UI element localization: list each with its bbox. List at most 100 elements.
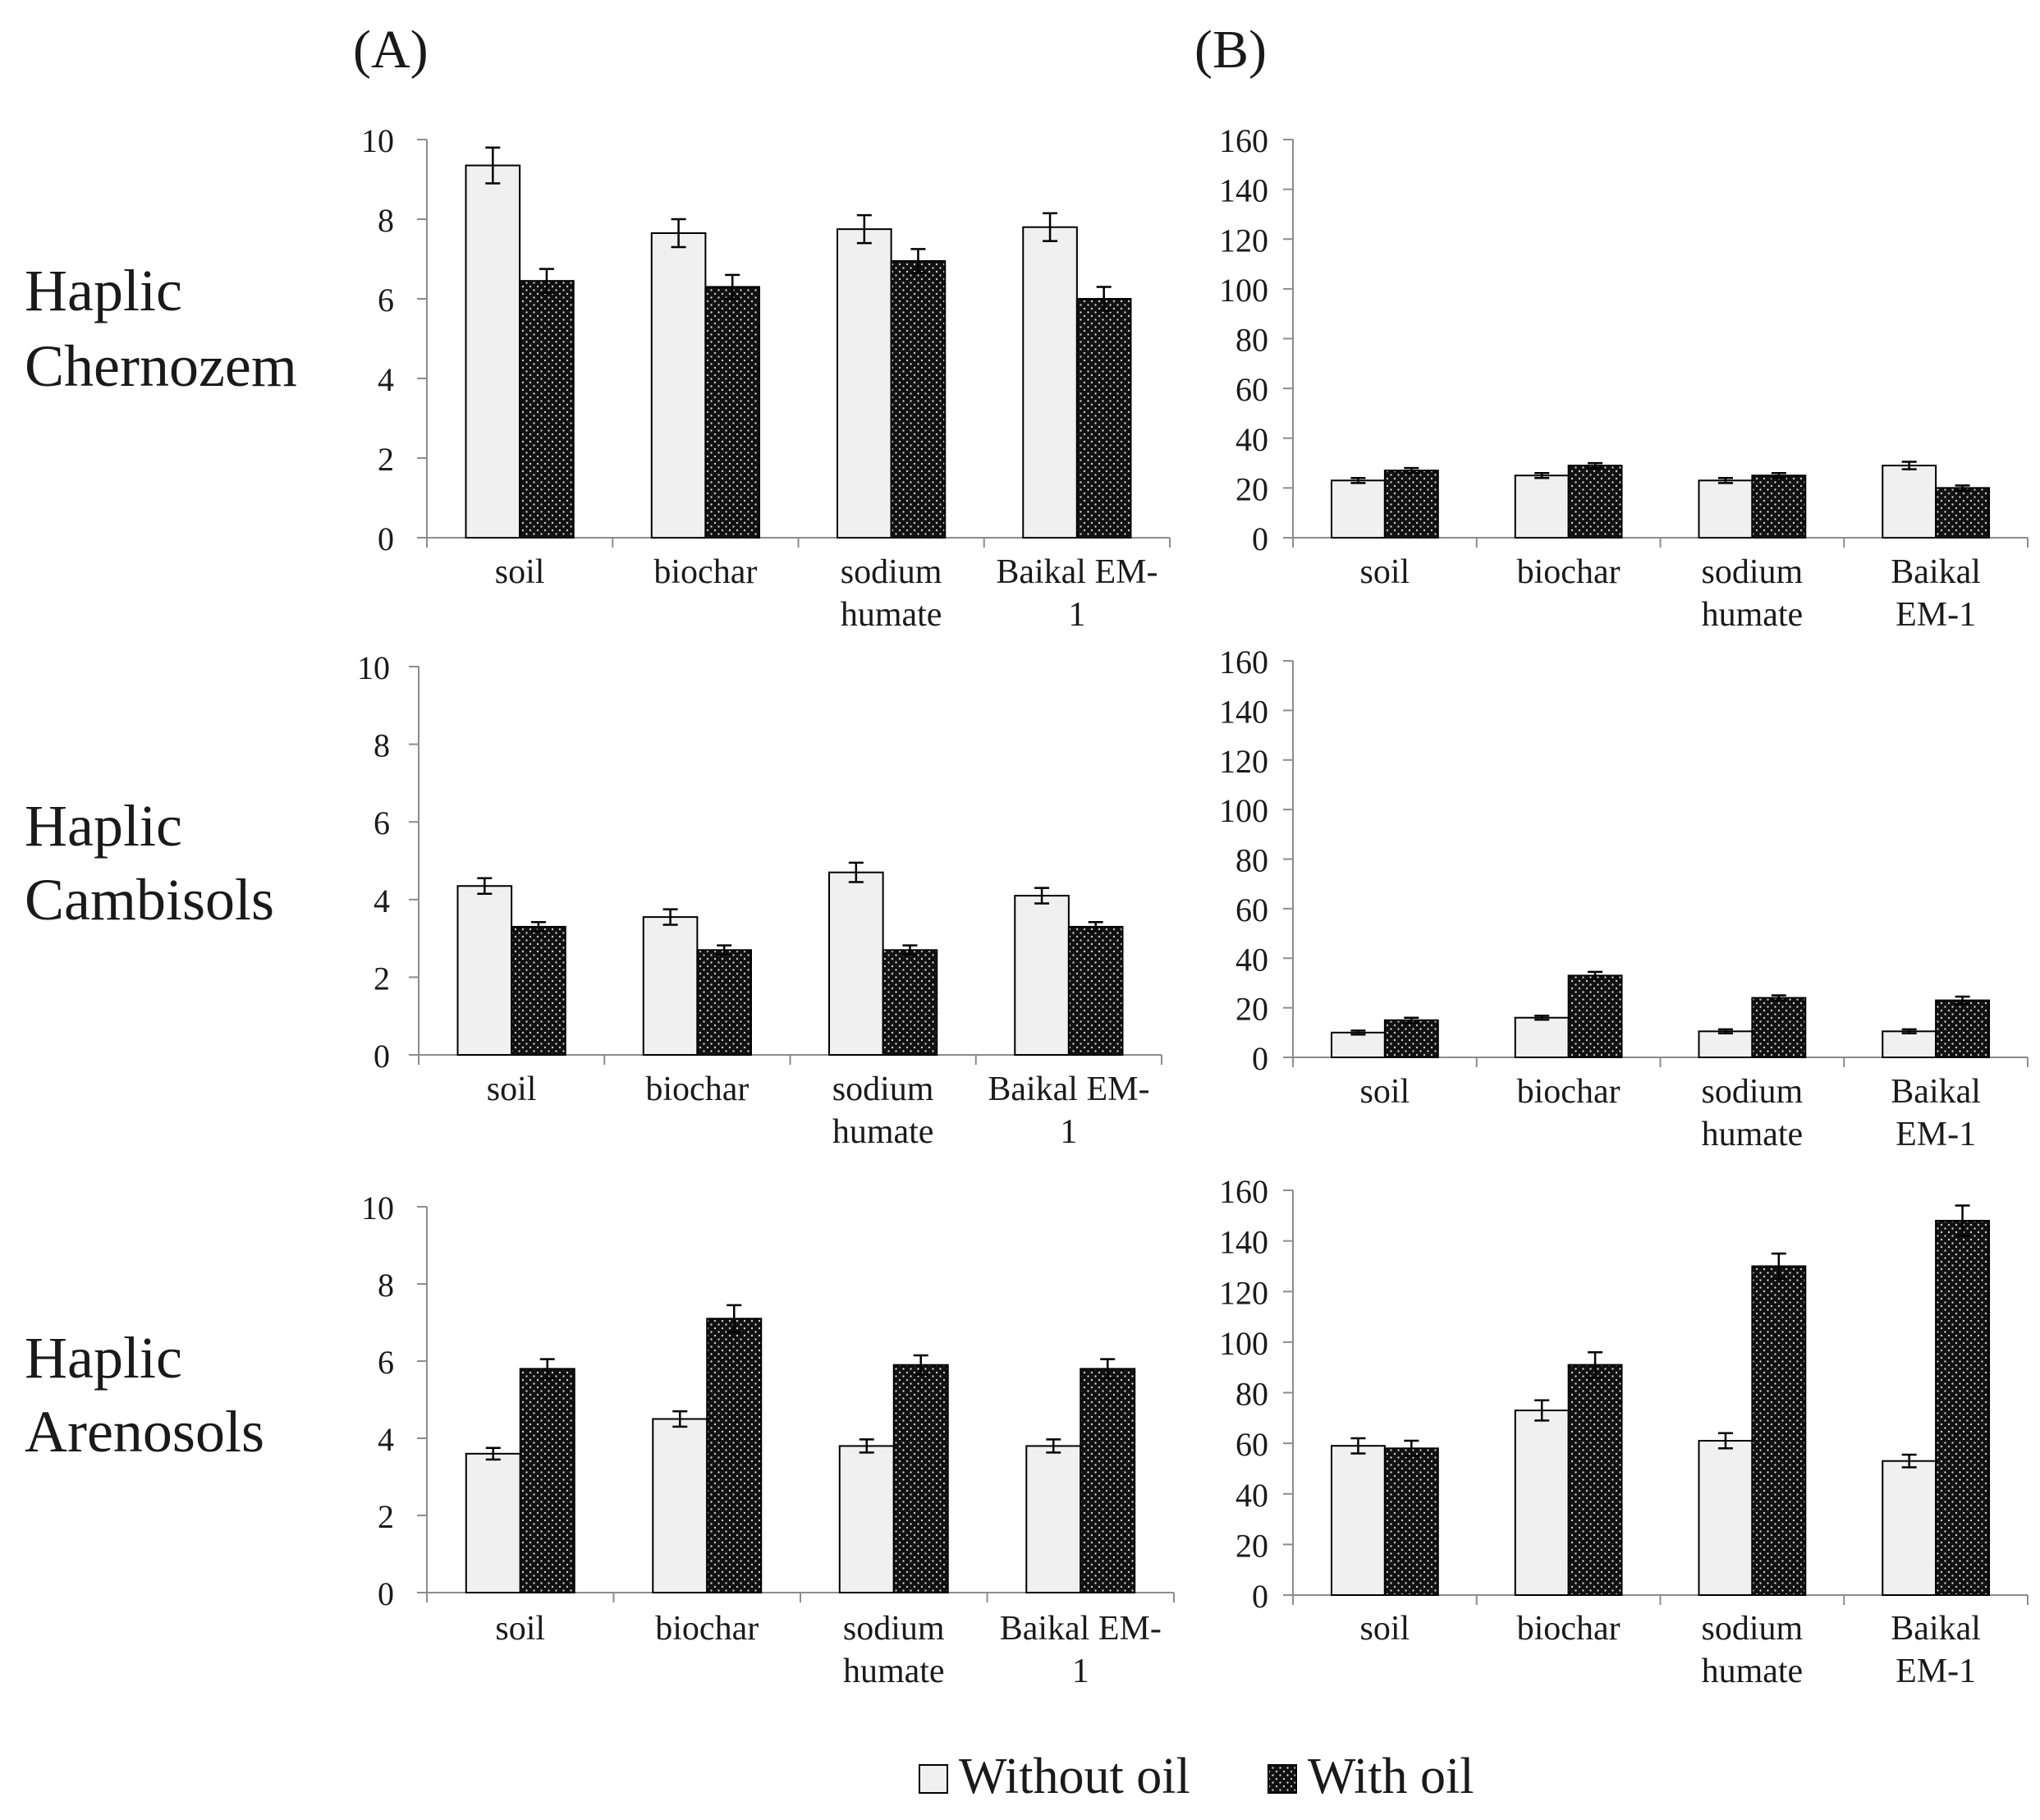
y-tick-label: 20: [1235, 991, 1268, 1028]
y-tick-label: 6: [374, 805, 390, 841]
y-tick-label: 60: [1235, 371, 1268, 408]
chart-A-arenosols: 0 2 4 6 8 10 soil biochar sodium humate Baikal EM-…: [361, 1190, 1175, 1690]
bar-without-oil: [1698, 479, 1753, 539]
legend-label-with-oil: With oil: [1308, 1749, 1474, 1804]
y-tick-label: 100: [1219, 1325, 1268, 1362]
category-label: biochar: [1517, 553, 1621, 591]
category-label: sodium: [1702, 553, 1804, 591]
y-tick-label: 6: [378, 282, 394, 319]
y-tick-label: 8: [378, 202, 394, 239]
bar-with-oil: [1080, 1368, 1136, 1594]
category-label: soil: [495, 1610, 545, 1648]
category-label: Baikal: [1891, 1610, 1981, 1648]
y-tick-label: 4: [378, 1421, 394, 1458]
legend-label-without-oil: Without oil: [959, 1749, 1190, 1804]
row-label-arenosols-line1: Haplic: [25, 1325, 182, 1391]
category-label: biochar: [1517, 1073, 1621, 1111]
y-tick-label: 140: [1219, 1224, 1268, 1261]
y-tick-label: 4: [378, 361, 394, 398]
bar-with-oil: [696, 949, 752, 1057]
y-tick-label: 140: [1219, 172, 1268, 209]
bar-with-oil: [706, 1318, 763, 1594]
bar-with-oil: [1383, 1447, 1439, 1596]
y-tick-label: 0: [378, 520, 394, 557]
bar-without-oil: [1330, 479, 1386, 539]
y-tick-label: 6: [378, 1344, 394, 1381]
bar-without-oil: [1330, 1031, 1386, 1058]
category-label: biochar: [1517, 1610, 1621, 1648]
panel-label-b: (B): [1194, 20, 1267, 80]
bar-with-oil: [704, 286, 760, 539]
row-label-cambisols-line1: Haplic: [25, 793, 182, 859]
category-label: 1: [1072, 1653, 1089, 1690]
y-tick-label: 60: [1235, 892, 1268, 928]
chart-B-arenosols: 0 20 40 60 80 100 120 140 160 soil biochar sodium hu…: [1219, 1173, 2029, 1690]
bar-with-oil: [1751, 997, 1807, 1059]
bar-with-oil: [1935, 999, 1991, 1058]
category-label: Baikal: [1891, 1073, 1981, 1111]
category-label: humate: [1702, 1116, 1804, 1153]
category-label: humate: [841, 596, 942, 634]
category-label: EM-1: [1896, 1116, 1976, 1153]
y-tick-label: 80: [1235, 322, 1268, 359]
category-label: Baikal EM-: [988, 1070, 1149, 1108]
y-tick-label: 40: [1235, 941, 1268, 978]
category-label: soil: [487, 1070, 537, 1108]
bar-with-oil: [519, 1368, 575, 1594]
bar-with-oil: [1567, 465, 1623, 539]
bar-with-oil: [1567, 974, 1623, 1058]
bar-without-oil: [828, 871, 884, 1056]
bar-without-oil: [1514, 474, 1570, 539]
category-label: 1: [1068, 596, 1085, 634]
legend: Without oil With oil: [919, 1749, 1474, 1804]
y-tick-label: 2: [378, 441, 394, 478]
y-tick-label: 140: [1219, 693, 1268, 730]
category-label: soil: [1360, 553, 1410, 591]
bar-with-oil: [1567, 1364, 1623, 1596]
bar-without-oil: [1882, 1030, 1937, 1058]
bar-without-oil: [465, 164, 521, 539]
bar-with-oil: [1935, 487, 1991, 539]
y-tick-label: 10: [361, 122, 394, 159]
bar-without-oil: [1514, 1410, 1570, 1596]
category-label: Baikal EM-: [1000, 1610, 1162, 1648]
bar-with-oil: [1751, 474, 1807, 539]
category-label: soil: [495, 553, 545, 591]
category-label: biochar: [655, 1610, 759, 1648]
bar-without-oil: [456, 885, 513, 1056]
bar-without-oil: [838, 1445, 895, 1594]
y-tick-label: 60: [1235, 1426, 1268, 1463]
y-tick-label: 80: [1235, 842, 1268, 879]
y-tick-label: 100: [1219, 792, 1268, 829]
y-tick-label: 8: [374, 727, 390, 764]
category-label: soil: [1360, 1073, 1410, 1111]
y-tick-label: 20: [1235, 1527, 1268, 1564]
category-label: humate: [843, 1653, 945, 1690]
row-label-cambisols-line2: Cambisols: [25, 867, 274, 933]
category-label: sodium: [832, 1070, 934, 1108]
y-tick-label: 120: [1219, 222, 1268, 259]
category-label: sodium: [841, 553, 942, 591]
category-label: EM-1: [1896, 1653, 1976, 1690]
y-tick-label: 120: [1219, 1274, 1268, 1311]
bar-with-oil: [1751, 1265, 1807, 1596]
chart-A-cambisols: 0 2 4 6 8 10 soil biochar sodium humate Baikal EM-…: [357, 649, 1162, 1151]
category-label: sodium: [1702, 1610, 1804, 1648]
bar-without-oil: [1014, 895, 1070, 1056]
y-tick-label: 0: [378, 1575, 394, 1612]
y-tick-label: 100: [1219, 272, 1268, 309]
row-label-chernozem-line1: Haplic: [25, 258, 182, 323]
category-label: biochar: [653, 553, 757, 591]
bar-with-oil: [511, 925, 566, 1057]
y-tick-label: 160: [1219, 1173, 1268, 1210]
bar-without-oil: [1698, 1440, 1753, 1596]
category-label: Baikal: [1891, 553, 1981, 591]
legend-swatch-without-oil: [919, 1764, 948, 1794]
bar-with-oil: [1383, 470, 1439, 539]
y-tick-label: 120: [1219, 743, 1268, 780]
bar-without-oil: [837, 228, 892, 539]
y-tick-label: 10: [357, 649, 390, 686]
y-tick-label: 160: [1219, 122, 1268, 159]
bar-without-oil: [650, 232, 707, 539]
